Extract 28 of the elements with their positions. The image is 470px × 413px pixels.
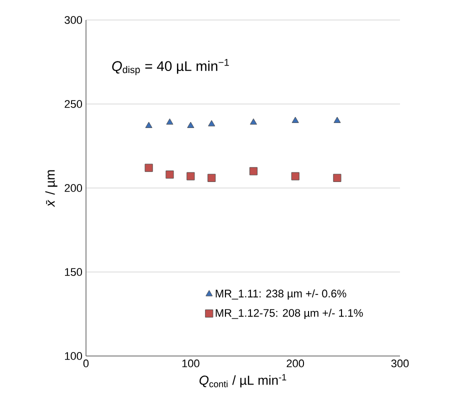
x-tick-label: 200 [286,360,304,368]
y-tick-label: 100 [65,352,82,360]
point [145,122,152,128]
y-tick-label: 200 [64,184,82,192]
point [291,172,300,180]
x-tick-label: 300 [391,360,409,368]
y-axis-title: x̄ / µm [45,170,58,208]
point [166,118,174,125]
x-axis-title: Q$_{conti}$ / µL min$^{-1}$ [200,374,286,388]
x-tick-label: 0 [83,360,89,368]
point [333,174,342,182]
annotation: Q$_{disp}$ = 40 µL min$^{−1}$ [112,58,229,76]
y-tick-label: 250 [64,100,82,108]
x-tick-label: 100 [182,360,200,368]
y-tick-label: 300 [64,16,82,24]
point [250,118,257,125]
point [187,122,194,128]
point [208,174,216,182]
y-tick-label: 150 [65,268,82,276]
point [144,164,153,172]
legend-label: MR_1.12-75: 208 µm +/- 1.1% [216,308,363,319]
point [334,116,341,123]
point [208,120,216,126]
point [186,172,195,180]
point [166,170,174,179]
legend-label: MR_1.11: 238 µm +/- 0.6% [216,289,346,300]
point [249,167,258,176]
point [292,116,299,123]
